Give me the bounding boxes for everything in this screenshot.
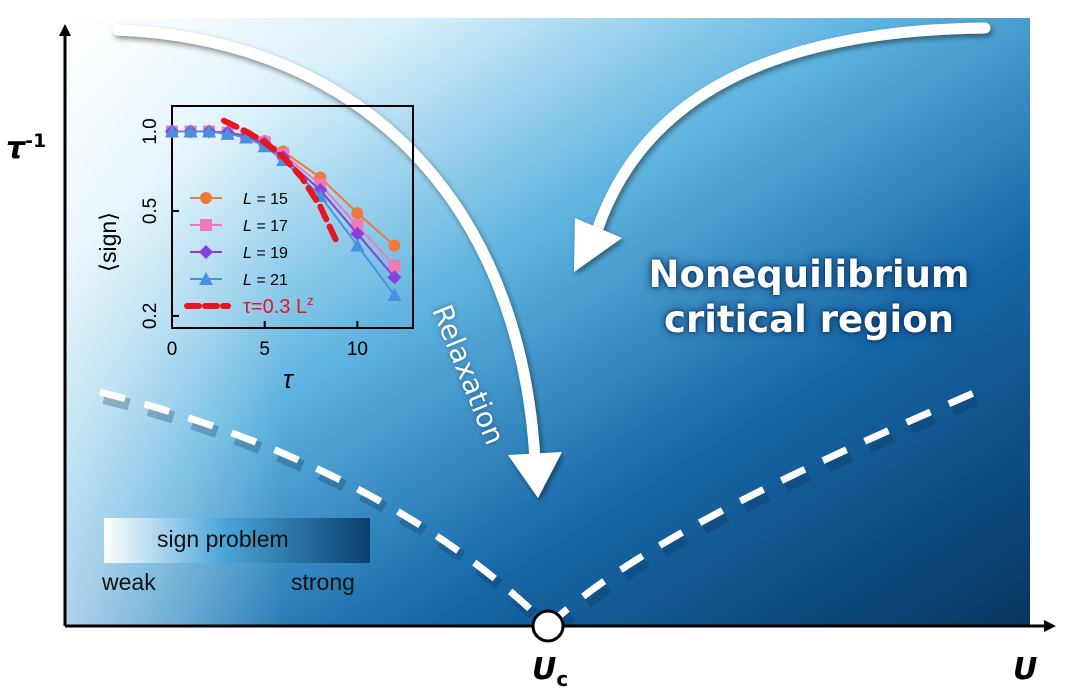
inset-x-tick-label: 0 — [167, 339, 178, 360]
legend-label-fit: τ=0.3 Lz — [243, 293, 314, 318]
critical-point-subscript: c — [556, 667, 569, 691]
inset-fit — [220, 117, 340, 246]
sign-problem-bar — [104, 518, 370, 563]
inset-ylabel: ⟨sign⟩ — [95, 211, 121, 272]
relaxation-arrow-shaft — [112, 24, 541, 466]
y-axis-exponent: -1 — [25, 130, 47, 152]
relaxation-arrow-head — [508, 452, 562, 498]
y-axis-label: τ-1 — [6, 130, 46, 166]
quench-arrow-shaft — [592, 22, 991, 234]
inset-plot: 0 5 10 0.2 0.5 1.0 L = 15 L = 17 L = 19 L = 21 τ=… — [140, 105, 414, 360]
fit-line — [220, 117, 340, 246]
legend-label: L = 17 — [243, 218, 288, 235]
data-point — [202, 124, 217, 138]
legend-label: L = 21 — [243, 272, 288, 289]
phase-boundary-shadow — [102, 388, 992, 637]
x-axis-label: U — [1013, 652, 1038, 687]
critical-point-label: Uc — [532, 652, 568, 691]
data-point — [200, 219, 212, 231]
series-line — [172, 130, 396, 296]
data-point — [200, 192, 212, 204]
inset-y-tick-label: 0.2 — [140, 303, 161, 329]
critical-point-marker — [531, 609, 565, 643]
inset-y-tick-label: 0.5 — [140, 198, 161, 224]
inset-frame — [171, 105, 414, 329]
sign-problem-title: sign problem — [157, 526, 289, 552]
sign-problem-strong: strong — [291, 569, 355, 595]
inset-x-tick-label: 10 — [347, 339, 368, 360]
inset-ticks: 0 5 10 0.2 0.5 1.0 — [140, 118, 368, 360]
region-label: Nonequilibrium critical region — [640, 252, 978, 342]
legend-label: L = 19 — [243, 245, 288, 262]
quench-arrow-head — [574, 218, 622, 272]
y-axis-symbol: τ — [6, 131, 26, 166]
data-point — [388, 259, 401, 272]
data-point — [165, 124, 179, 138]
data-point — [183, 124, 198, 138]
data-point — [220, 126, 235, 140]
inset-y-tick-label: 1.0 — [140, 118, 161, 144]
phase-boundary-dashed — [99, 384, 987, 629]
inset-xlabel: τ — [283, 364, 293, 394]
region-label-line2: critical region — [664, 298, 954, 342]
data-point — [351, 207, 364, 220]
data-point — [350, 226, 365, 241]
data-point — [351, 219, 364, 232]
data-point — [239, 130, 254, 144]
data-point — [199, 245, 213, 259]
data-point — [387, 270, 402, 285]
data-point — [199, 272, 213, 285]
data-point — [388, 239, 401, 252]
data-point — [350, 238, 365, 252]
inset-x-tick-label: 5 — [259, 339, 270, 360]
data-point — [387, 288, 402, 302]
legend-label: L = 15 — [243, 191, 288, 208]
critical-point-symbol: U — [532, 652, 557, 687]
region-label-line1: Nonequilibrium — [648, 253, 970, 296]
sign-problem-weak: weak — [102, 569, 156, 595]
inset-legend: L = 15 L = 17 L = 19 L = 21 τ=0.3 Lz — [184, 191, 314, 318]
